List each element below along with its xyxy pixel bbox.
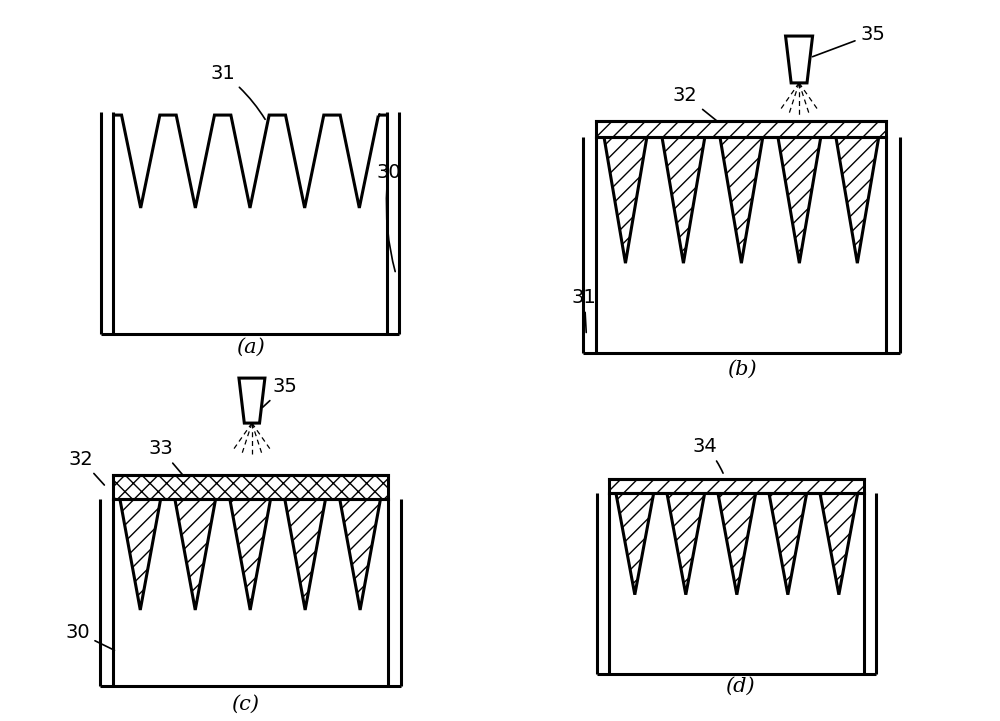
Polygon shape xyxy=(604,137,647,263)
Polygon shape xyxy=(120,499,161,610)
Polygon shape xyxy=(836,137,879,263)
Polygon shape xyxy=(175,499,216,610)
Text: 34: 34 xyxy=(692,437,723,473)
Polygon shape xyxy=(239,378,265,423)
Polygon shape xyxy=(230,499,271,610)
Bar xyxy=(609,479,864,493)
Text: (c): (c) xyxy=(231,695,259,714)
Polygon shape xyxy=(720,137,763,263)
Text: 30: 30 xyxy=(376,163,401,272)
Polygon shape xyxy=(285,499,325,610)
Text: 32: 32 xyxy=(68,450,104,485)
Text: (d): (d) xyxy=(725,677,755,696)
Bar xyxy=(113,475,388,499)
Polygon shape xyxy=(820,493,858,595)
Text: 31: 31 xyxy=(572,288,597,332)
Polygon shape xyxy=(616,493,654,595)
Text: (a): (a) xyxy=(236,338,264,357)
Text: 30: 30 xyxy=(65,623,114,650)
Text: (b): (b) xyxy=(727,360,756,379)
Text: 32: 32 xyxy=(673,86,725,128)
Polygon shape xyxy=(340,499,380,610)
Polygon shape xyxy=(769,493,807,595)
Text: 33: 33 xyxy=(148,439,191,485)
Polygon shape xyxy=(718,493,756,595)
Polygon shape xyxy=(662,137,705,263)
Bar xyxy=(596,120,886,137)
Text: 35: 35 xyxy=(263,377,298,407)
Polygon shape xyxy=(778,137,821,263)
Polygon shape xyxy=(786,36,813,83)
Polygon shape xyxy=(667,493,705,595)
Text: 31: 31 xyxy=(210,63,265,120)
Text: 35: 35 xyxy=(812,25,885,57)
